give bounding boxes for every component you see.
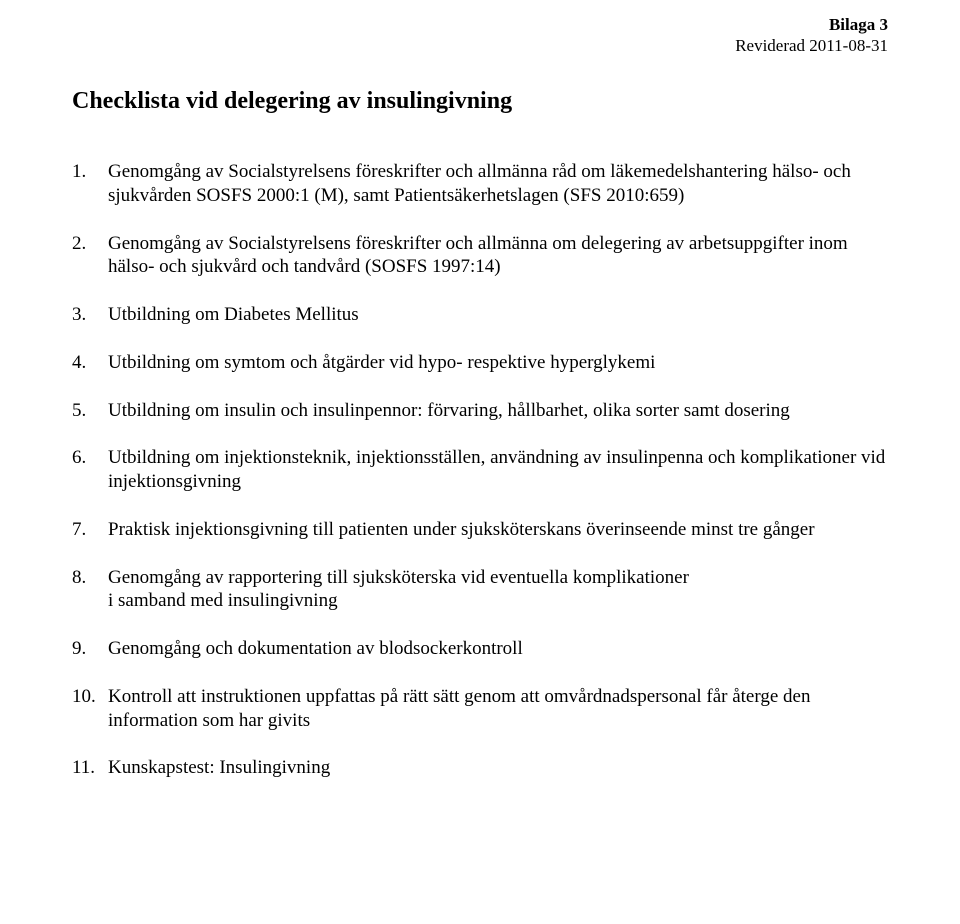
- list-item: 10. Kontroll att instruktionen uppfattas…: [72, 685, 888, 733]
- list-item: 2. Genomgång av Socialstyrelsens föreskr…: [72, 232, 888, 280]
- item-number: 6.: [72, 446, 86, 470]
- page-title: Checklista vid delegering av insulingivn…: [72, 86, 888, 116]
- item-number: 3.: [72, 303, 86, 327]
- item-text: Kontroll att instruktionen uppfattas på …: [108, 686, 810, 731]
- item-text: Genomgång av Socialstyrelsens föreskrift…: [108, 161, 851, 206]
- list-item: 8. Genomgång av rapportering till sjuksk…: [72, 566, 888, 614]
- item-text: Genomgång av Socialstyrelsens föreskrift…: [108, 233, 848, 278]
- list-item: 6. Utbildning om injektionsteknik, injek…: [72, 446, 888, 494]
- item-number: 2.: [72, 232, 86, 256]
- list-item: 3. Utbildning om Diabetes Mellitus: [72, 303, 888, 327]
- header-right: Bilaga 3 Reviderad 2011-08-31: [735, 14, 888, 57]
- attachment-label: Bilaga 3: [735, 14, 888, 35]
- list-item: 5. Utbildning om insulin och insulinpenn…: [72, 399, 888, 423]
- list-item: 4. Utbildning om symtom och åtgärder vid…: [72, 351, 888, 375]
- item-number: 10.: [72, 685, 96, 709]
- item-number: 4.: [72, 351, 86, 375]
- item-number: 1.: [72, 160, 86, 184]
- revised-label: Reviderad 2011-08-31: [735, 35, 888, 56]
- item-text: Praktisk injektionsgivning till patiente…: [108, 519, 815, 540]
- item-text: Utbildning om insulin och insulinpennor:…: [108, 400, 790, 421]
- checklist: 1. Genomgång av Socialstyrelsens föreskr…: [72, 160, 888, 780]
- item-number: 9.: [72, 637, 86, 661]
- item-text: Utbildning om Diabetes Mellitus: [108, 304, 359, 325]
- item-text: Genomgång och dokumentation av blodsocke…: [108, 638, 523, 659]
- item-text: Genomgång av rapportering till sjuksköte…: [108, 567, 689, 588]
- list-item: 9. Genomgång och dokumentation av blodso…: [72, 637, 888, 661]
- list-item: 7. Praktisk injektionsgivning till patie…: [72, 518, 888, 542]
- item-number: 8.: [72, 566, 86, 590]
- item-text: Utbildning om symtom och åtgärder vid hy…: [108, 352, 655, 373]
- item-number: 7.: [72, 518, 86, 542]
- item-subtext: i samband med insulingivning: [108, 590, 338, 611]
- item-text: Utbildning om injektionsteknik, injektio…: [108, 447, 885, 492]
- page: Bilaga 3 Reviderad 2011-08-31 Checklista…: [0, 0, 960, 864]
- list-item: 1. Genomgång av Socialstyrelsens föreskr…: [72, 160, 888, 208]
- item-text: Kunskapstest: Insulingivning: [108, 757, 330, 778]
- item-number: 11.: [72, 756, 95, 780]
- list-item: 11. Kunskapstest: Insulingivning: [72, 756, 888, 780]
- item-number: 5.: [72, 399, 86, 423]
